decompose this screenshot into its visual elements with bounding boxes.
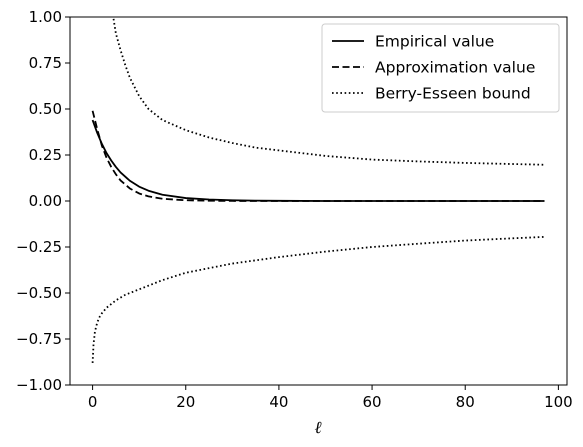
y-axis: −1.00 −0.75 −0.50 −0.25 0.00 0.25 0.50 0.75 1.00 <box>16 8 70 394</box>
legend-box <box>321 23 560 113</box>
x-tick-label: 60 <box>363 393 382 411</box>
y-tick-label: −0.75 <box>16 330 62 348</box>
legend-label: Berry-Esseen bound <box>375 85 531 103</box>
y-tick-label: 0.00 <box>29 192 62 210</box>
legend-label: Approximation value <box>375 59 535 77</box>
y-tick-label: 1.00 <box>29 8 62 26</box>
series-line-0 <box>91 119 545 202</box>
x-axis-title: ℓ <box>314 418 321 438</box>
x-tick-label: 0 <box>88 393 98 411</box>
x-axis: 0 20 40 60 80 100 <box>88 385 573 411</box>
y-tick-label: 0.25 <box>29 146 62 164</box>
x-tick-label: 80 <box>456 393 475 411</box>
series-line-2 <box>112 18 545 166</box>
x-tick-label: 20 <box>176 393 195 411</box>
y-tick-label: −0.25 <box>16 238 62 256</box>
x-tick-label: 40 <box>269 393 288 411</box>
series-layer <box>91 18 545 363</box>
y-tick-label: −1.00 <box>16 376 62 394</box>
x-tick-label: 100 <box>544 393 573 411</box>
y-tick-label: 0.75 <box>29 54 62 72</box>
series-line-3 <box>91 235 545 363</box>
y-tick-label: −0.50 <box>16 284 62 302</box>
y-tick-label: 0.50 <box>29 100 62 118</box>
legend-label: Empirical value <box>375 33 494 51</box>
series-line-1 <box>91 110 545 202</box>
legend: Empirical value Approximation value Berry-… <box>321 23 560 113</box>
